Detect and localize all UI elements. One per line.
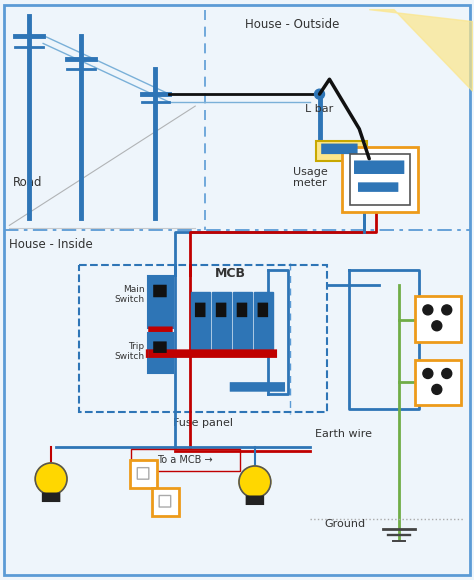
Text: Fuse panel: Fuse panel [173, 418, 233, 428]
FancyBboxPatch shape [147, 333, 173, 372]
FancyBboxPatch shape [4, 5, 470, 575]
FancyBboxPatch shape [233, 292, 252, 349]
Text: MCB: MCB [215, 267, 246, 280]
FancyBboxPatch shape [153, 342, 167, 353]
FancyBboxPatch shape [237, 303, 247, 317]
Polygon shape [369, 10, 473, 91]
Text: Earth wire: Earth wire [315, 429, 372, 439]
FancyBboxPatch shape [415, 360, 461, 405]
FancyBboxPatch shape [216, 303, 227, 317]
FancyBboxPatch shape [137, 467, 149, 479]
FancyBboxPatch shape [350, 154, 410, 205]
FancyBboxPatch shape [159, 495, 171, 507]
FancyBboxPatch shape [152, 488, 179, 516]
FancyBboxPatch shape [254, 292, 273, 349]
FancyBboxPatch shape [342, 147, 418, 212]
Circle shape [239, 466, 271, 498]
Text: House - Inside: House - Inside [9, 238, 93, 251]
Circle shape [423, 305, 433, 315]
FancyBboxPatch shape [212, 292, 231, 349]
Text: Ground: Ground [325, 519, 365, 528]
FancyBboxPatch shape [354, 161, 404, 174]
Circle shape [315, 89, 325, 99]
FancyBboxPatch shape [195, 303, 206, 317]
Text: Usage
meter: Usage meter [292, 166, 328, 188]
FancyBboxPatch shape [147, 276, 173, 328]
FancyBboxPatch shape [129, 460, 157, 488]
FancyBboxPatch shape [153, 285, 167, 298]
FancyBboxPatch shape [230, 382, 285, 392]
Text: Trip
Switch: Trip Switch [114, 342, 145, 361]
FancyBboxPatch shape [148, 349, 277, 358]
FancyBboxPatch shape [42, 492, 60, 502]
FancyBboxPatch shape [358, 182, 398, 192]
Circle shape [432, 321, 442, 331]
Circle shape [442, 368, 452, 379]
FancyBboxPatch shape [257, 303, 268, 317]
Circle shape [35, 463, 67, 495]
FancyBboxPatch shape [148, 327, 173, 334]
Text: House - Outside: House - Outside [245, 17, 339, 31]
Text: Road: Road [13, 176, 43, 189]
FancyBboxPatch shape [316, 141, 367, 161]
FancyBboxPatch shape [246, 495, 264, 505]
FancyBboxPatch shape [191, 292, 210, 349]
Circle shape [432, 385, 442, 394]
Text: L bar: L bar [305, 104, 333, 114]
FancyBboxPatch shape [415, 296, 461, 342]
FancyBboxPatch shape [146, 349, 148, 358]
Text: To a MCB →: To a MCB → [157, 455, 213, 465]
Circle shape [423, 368, 433, 379]
Circle shape [442, 305, 452, 315]
Text: Main
Switch: Main Switch [114, 285, 145, 304]
FancyBboxPatch shape [321, 144, 357, 154]
